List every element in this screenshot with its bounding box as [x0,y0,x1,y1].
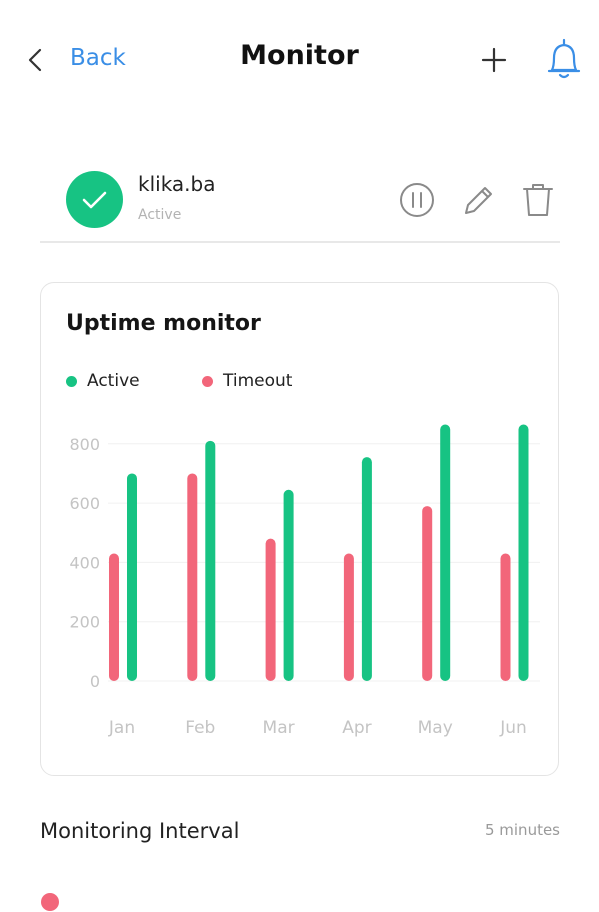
monitor-log-row [41,893,59,911]
x-tick-label: Mar [263,718,295,738]
bar-timeout [422,506,433,681]
legend-dot-active [66,375,77,387]
uptime-card [40,282,559,776]
x-tick-label: May [418,718,453,738]
bar-active [440,424,451,681]
uptime-chart: 0 200 400 600 800 Jan Feb Mar Apr May Jun [69,424,540,738]
y-tick-label: 200 [69,613,100,632]
back-button[interactable]: Back [70,45,126,71]
y-tick-label: 800 [69,435,100,454]
bar-timeout [109,553,119,681]
bar-active [518,424,529,681]
legend-label-timeout: Timeout [223,371,293,391]
interval-label: Monitoring Interval [40,819,240,843]
monitor-name: klika.ba [138,172,216,196]
chart-title: Uptime monitor [66,311,261,336]
x-tick-label: Feb [185,718,215,738]
bar-timeout [265,538,276,681]
page-title: Monitor [240,40,359,71]
x-tick-label: Jan [108,718,135,738]
divider [40,241,560,243]
bar-active [127,473,137,681]
y-tick-label: 400 [69,553,100,572]
check-icon [82,191,107,209]
bar-active [361,457,372,681]
interval-value[interactable]: 5 minutes [484,821,560,839]
bell-icon[interactable] [544,38,584,82]
monitor-status: Active [138,207,182,223]
legend-timeout: Timeout [202,371,292,391]
legend-label-active: Active [87,371,140,391]
x-tick-label: Jun [499,718,527,738]
bar-timeout [343,553,354,681]
bar-timeout [500,553,511,681]
bar-active [283,489,294,681]
bar-timeout [187,473,198,681]
status-badge [66,171,123,228]
chevron-left-icon[interactable] [22,44,50,76]
y-tick-label: 600 [69,494,100,513]
pencil-icon[interactable] [458,180,498,220]
x-tick-label: Apr [342,718,371,738]
plus-icon[interactable] [478,44,510,76]
trash-icon[interactable] [518,180,558,220]
y-tick-label: 0 [90,672,100,691]
bar-active [205,440,216,681]
legend-active: Active [66,371,140,391]
pause-icon[interactable] [397,180,437,220]
legend-dot-timeout [202,375,213,387]
log-status-dot [41,893,59,911]
